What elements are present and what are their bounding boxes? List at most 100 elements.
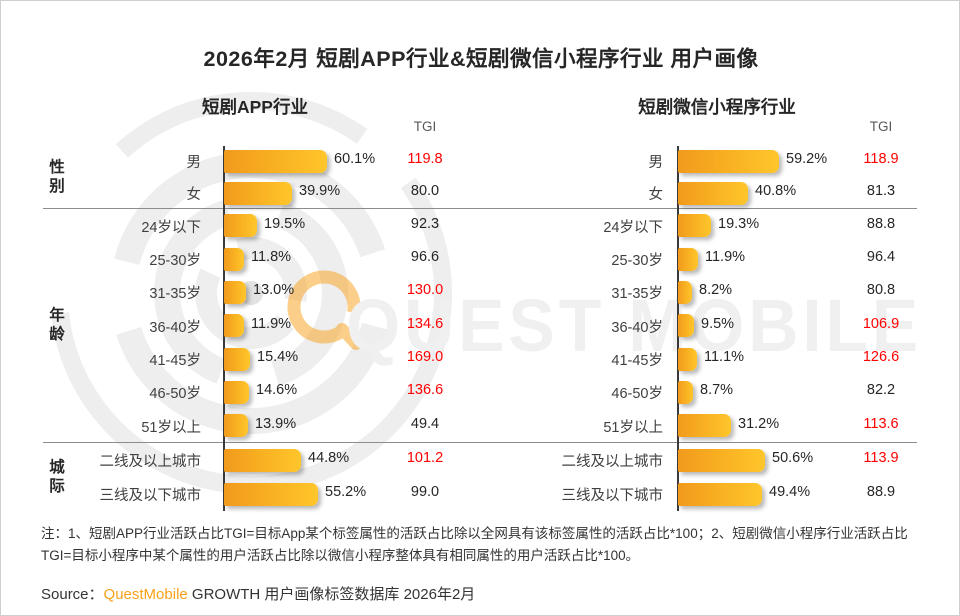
row-label: 二线及以上城市 xyxy=(99,454,202,470)
bar-value-label: 11.9% xyxy=(251,315,292,332)
bar xyxy=(224,482,318,506)
bar-value-label: 14.6% xyxy=(256,382,298,398)
row-label: 二线及以上城市 xyxy=(561,454,664,470)
tgi-value: 81.3 xyxy=(866,183,896,199)
page-title: 2026年2月 短剧APP行业&短剧微信小程序行业 用户画像 xyxy=(203,47,759,71)
row-label: 24岁以下 xyxy=(141,219,201,236)
bar-value-label: 50.6% xyxy=(772,450,814,466)
tgi-value: 130.0 xyxy=(406,282,444,298)
bar xyxy=(224,181,292,205)
tgi-value: 99.0 xyxy=(410,484,440,500)
bar-value-label: 55.2% xyxy=(325,484,367,500)
tgi-column-header-left: TGI xyxy=(413,119,437,134)
bar-value-label: 19.5% xyxy=(264,215,306,232)
bar-value-label: 60.1% xyxy=(334,151,376,167)
bar xyxy=(678,482,762,506)
bar xyxy=(224,380,249,404)
bar xyxy=(224,214,257,237)
tgi-column-header-right: TGI xyxy=(869,119,893,134)
bar-value-label: 39.9% xyxy=(299,183,341,199)
panel-title-app: 短剧APP行业 xyxy=(202,97,308,117)
row-label: 三线及以下城市 xyxy=(561,488,664,504)
bar xyxy=(224,448,301,472)
row-label: 41-45岁 xyxy=(149,353,201,369)
bar-value-label: 11.1% xyxy=(704,349,745,365)
bar xyxy=(224,414,248,437)
bar-value-label: 13.0% xyxy=(253,282,295,298)
row-label: 男 xyxy=(648,155,664,171)
bar xyxy=(678,314,694,337)
row-label: 51岁以上 xyxy=(603,419,663,436)
bar xyxy=(678,149,779,173)
bar xyxy=(224,347,250,371)
tgi-value: 113.6 xyxy=(863,415,899,432)
bar-value-label: 40.8% xyxy=(755,183,797,199)
bar xyxy=(224,247,244,271)
bar-value-label: 11.9% xyxy=(705,249,746,265)
bar-value-label: 31.2% xyxy=(738,415,780,432)
bar-value-label: 13.9% xyxy=(255,415,297,432)
tgi-value: 101.2 xyxy=(406,450,444,466)
bar-value-label: 59.2% xyxy=(786,151,828,167)
bar xyxy=(678,448,765,472)
row-label: 36-40岁 xyxy=(611,319,663,336)
tgi-value: 88.8 xyxy=(866,215,896,232)
row-label: 三线及以下城市 xyxy=(99,488,202,504)
tgi-value: 134.6 xyxy=(406,315,444,332)
bar-value-label: 49.4% xyxy=(769,484,811,500)
panel-title-miniprogram: 短剧微信小程序行业 xyxy=(638,97,796,117)
tgi-value: 80.8 xyxy=(866,282,896,298)
tgi-value: 82.2 xyxy=(866,382,896,398)
tgi-value: 113.9 xyxy=(863,450,899,466)
row-label: 24岁以下 xyxy=(603,219,663,236)
tgi-value: 80.0 xyxy=(410,183,440,199)
row-label: 41-45岁 xyxy=(611,353,663,369)
source-line: Source：QuestMobile GROWTH 用户画像标签数据库 2026… xyxy=(41,583,929,605)
tgi-value: 119.8 xyxy=(407,151,443,167)
bar xyxy=(678,247,698,271)
axis-line-right xyxy=(677,146,679,511)
bar-value-label: 15.4% xyxy=(257,349,299,365)
row-label: 46-50岁 xyxy=(149,386,201,402)
bar xyxy=(678,347,697,371)
tgi-value: 49.4 xyxy=(410,415,440,432)
tgi-value: 96.6 xyxy=(410,249,440,265)
bar-value-label: 44.8% xyxy=(308,450,350,466)
tgi-value: 118.9 xyxy=(863,151,899,167)
tgi-value: 92.3 xyxy=(410,215,440,232)
row-label: 36-40岁 xyxy=(149,319,201,336)
bar-value-label: 9.5% xyxy=(701,315,735,332)
tgi-value: 126.6 xyxy=(862,349,900,365)
bar xyxy=(224,314,244,337)
source-suffix: GROWTH 用户画像标签数据库 2026年2月 xyxy=(187,586,476,603)
watermark-orange-q-icon xyxy=(287,270,362,350)
bar xyxy=(678,280,692,304)
bar xyxy=(224,280,246,304)
row-label: 女 xyxy=(648,187,664,203)
tgi-value: 106.9 xyxy=(862,315,900,332)
bar xyxy=(678,380,693,404)
bar-value-label: 8.7% xyxy=(700,382,734,398)
bar xyxy=(678,214,711,237)
row-label: 25-30岁 xyxy=(149,253,201,269)
bar xyxy=(678,181,748,205)
section-divider-age-city xyxy=(43,442,917,443)
section-divider-gender-age xyxy=(43,208,917,209)
row-label: 31-35岁 xyxy=(611,286,663,302)
source-brand: QuestMobile xyxy=(103,586,188,603)
tgi-value: 88.9 xyxy=(866,484,896,500)
row-label: 女 xyxy=(186,187,202,203)
row-label: 31-35岁 xyxy=(149,286,201,302)
bar-value-label: 8.2% xyxy=(699,282,733,298)
footnote: 注：1、短剧APP行业活跃占比TGI=目标App某个标签属性的活跃占比除以全网具… xyxy=(41,526,908,563)
row-label: 51岁以上 xyxy=(141,419,201,436)
row-label: 46-50岁 xyxy=(611,386,663,402)
source-prefix: Source： xyxy=(41,586,104,603)
bar-value-label: 11.8% xyxy=(251,249,292,265)
bar-value-label: 19.3% xyxy=(718,215,760,232)
tgi-value: 136.6 xyxy=(406,382,444,398)
tgi-value: 169.0 xyxy=(406,349,444,365)
bar xyxy=(224,149,327,173)
row-label: 25-30岁 xyxy=(611,253,663,269)
